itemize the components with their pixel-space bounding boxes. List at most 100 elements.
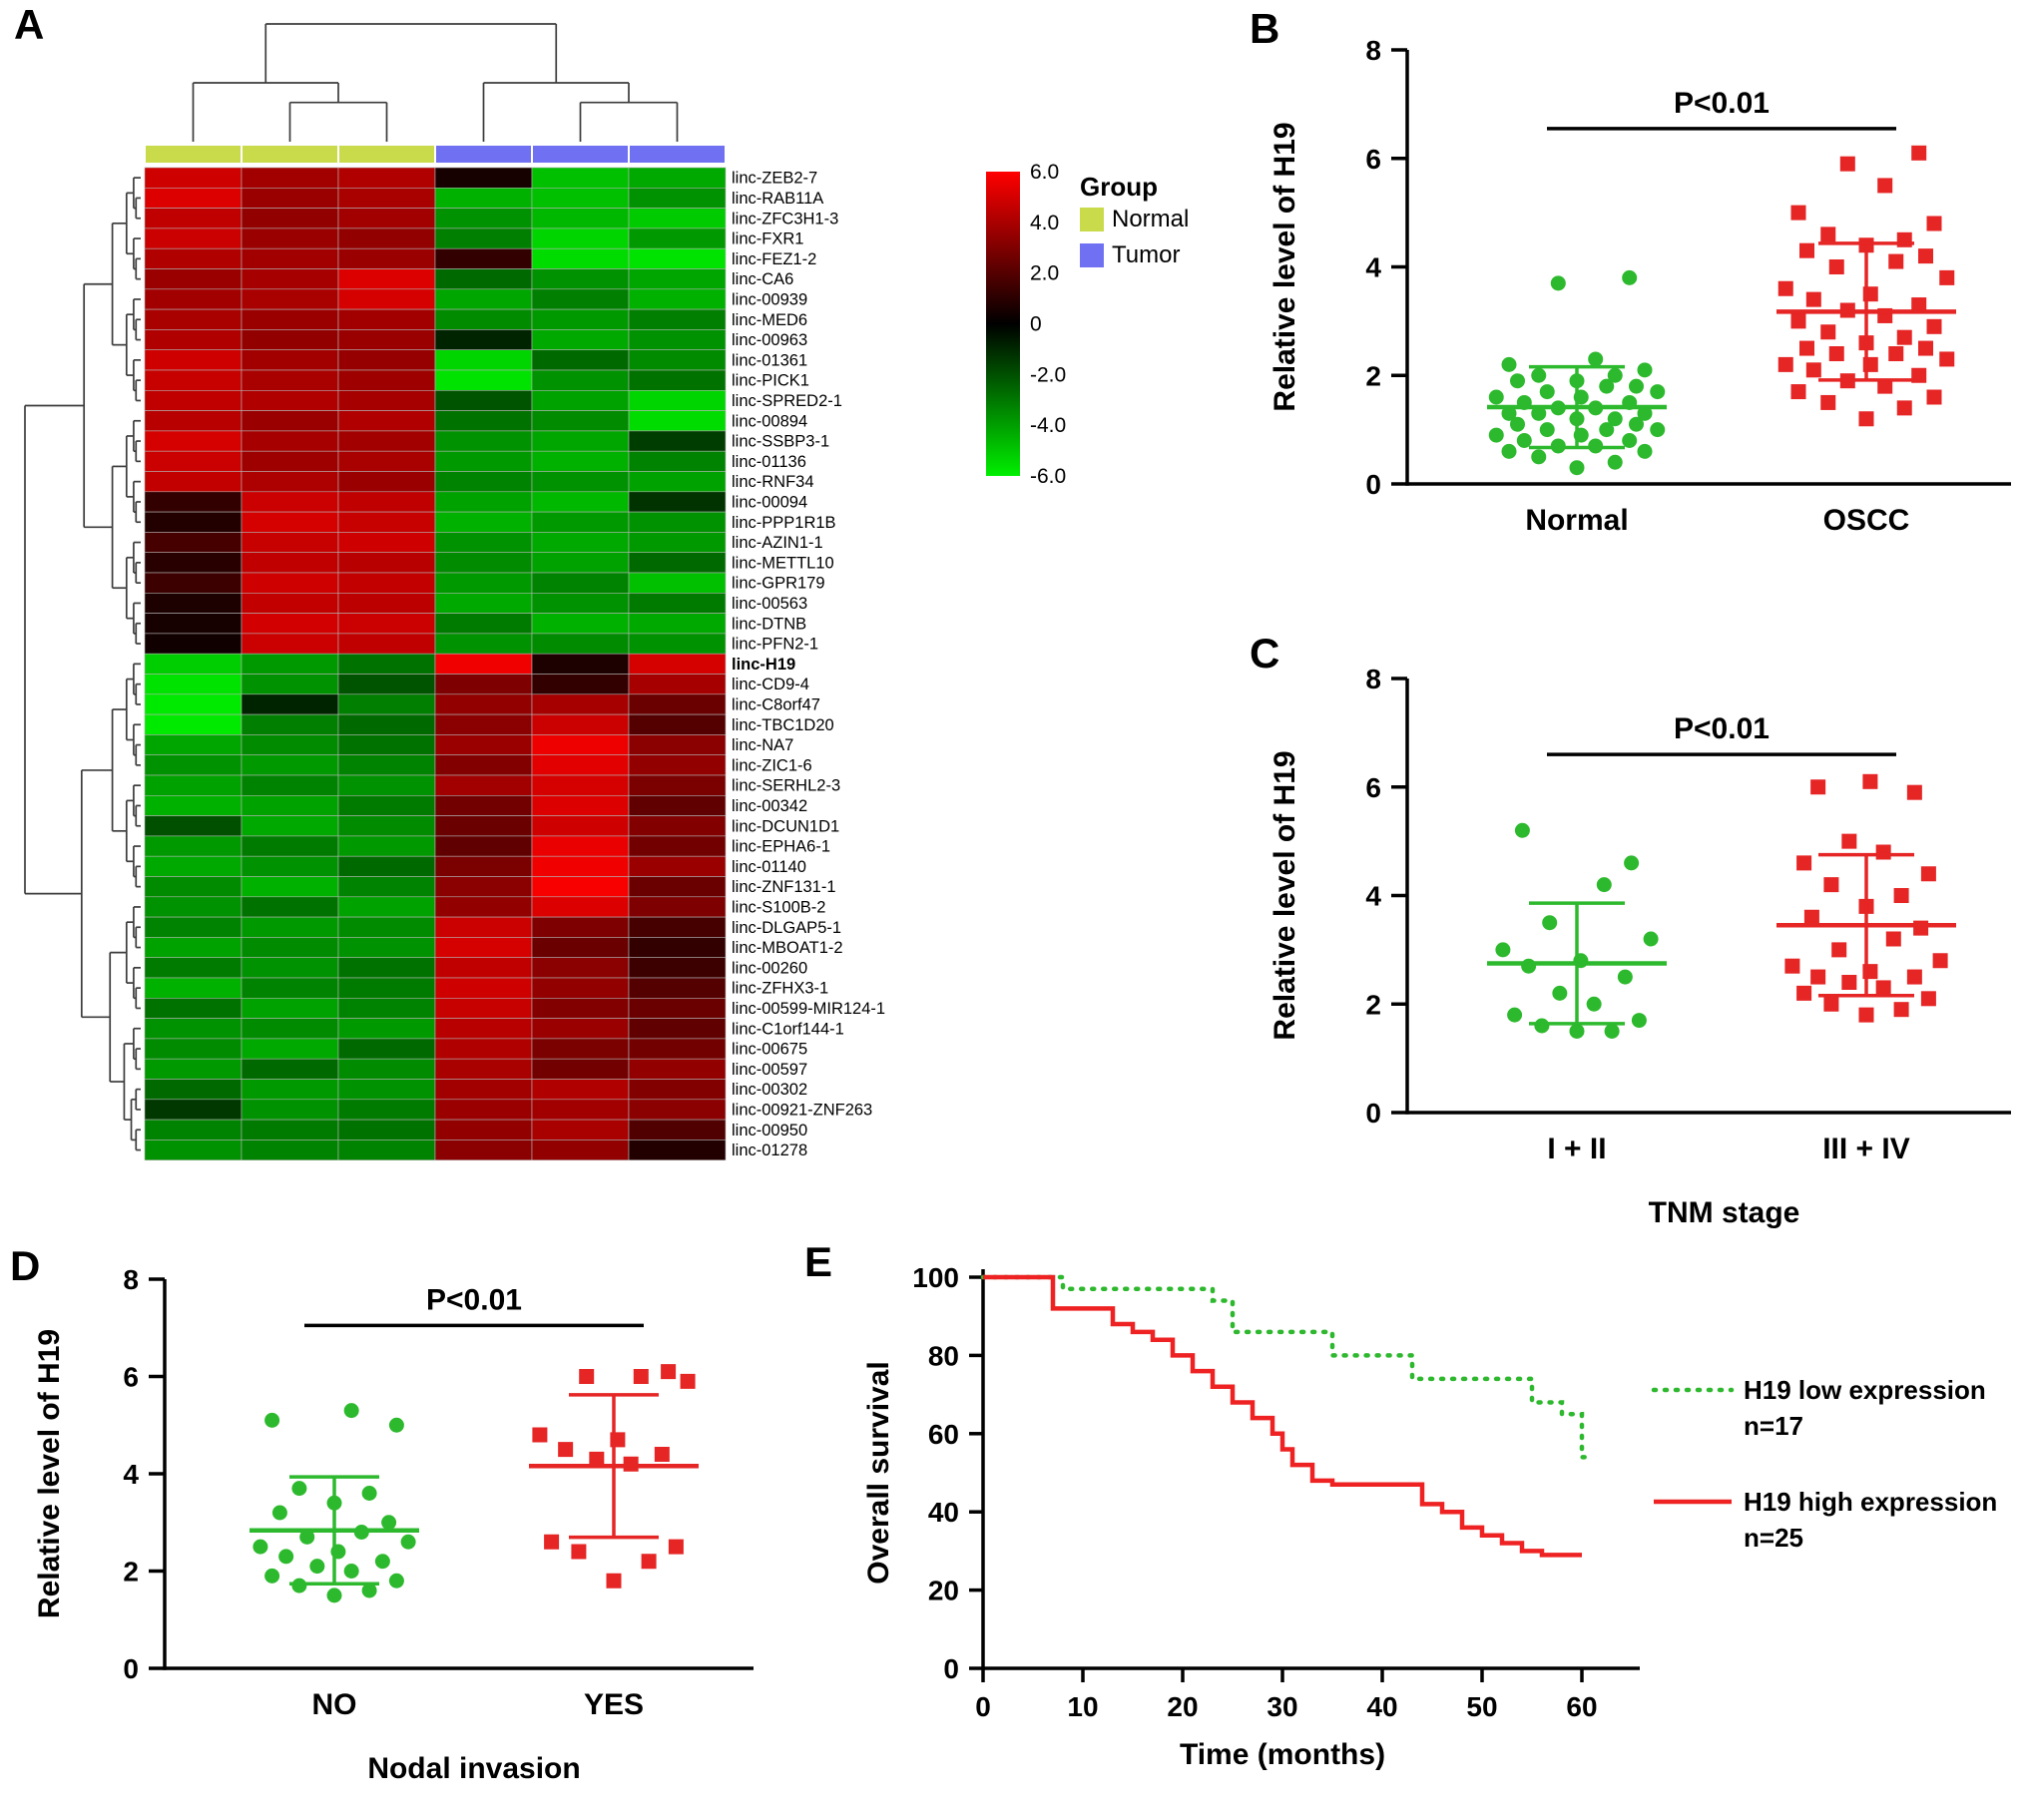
heatmap-cell: [434, 471, 533, 493]
heatmap-cell: [434, 794, 533, 816]
x-axis-title: Nodal invasion: [367, 1752, 580, 1785]
panel-a-label: A: [14, 1, 45, 48]
heatmap-cell: [241, 1139, 339, 1161]
heatmap-cell: [144, 491, 243, 513]
scatter-point: [1906, 784, 1922, 800]
scatter-point: [1531, 405, 1547, 421]
y-tick-label: 4: [1365, 252, 1381, 283]
scatter-point: [1790, 313, 1806, 329]
heatmap-cell: [434, 957, 533, 979]
y-tick-label: 6: [1365, 144, 1381, 175]
heatmap-cell: [531, 268, 630, 290]
scatter-point: [1828, 346, 1844, 361]
heatmap-cell: [531, 835, 630, 857]
scatter-point: [654, 1447, 670, 1462]
heatmap-cell: [337, 592, 436, 614]
heatmap-cell: [337, 1099, 436, 1121]
heatmap-cell: [337, 491, 436, 513]
heatmap-row-label: linc-CA6: [732, 270, 793, 288]
heatmap-row-label: linc-00260: [732, 959, 807, 977]
heatmap-cell: [628, 552, 727, 574]
heatmap-cell: [434, 734, 533, 756]
heatmap-cell: [337, 633, 436, 655]
heatmap-row-label: linc-00094: [732, 493, 807, 511]
scatter-point: [1539, 384, 1555, 400]
heatmap-cell: [144, 815, 243, 837]
heatmap-cell: [144, 1018, 243, 1040]
p-value-label: P<0.01: [1674, 87, 1770, 120]
heatmap-cell: [531, 167, 630, 189]
heatmap-cell: [531, 674, 630, 695]
heatmap-cell: [531, 1079, 630, 1101]
heatmap-cell: [337, 532, 436, 554]
heatmap-cell: [144, 592, 243, 614]
heatmap-cell: [434, 491, 533, 513]
heatmap-cell: [434, 754, 533, 776]
heatmap-cell: [144, 430, 243, 452]
panel-e-label: E: [804, 1238, 833, 1285]
heatmap-cell: [144, 471, 243, 493]
panel-c-label: C: [1250, 630, 1280, 677]
heatmap-row-label: linc-EPHA6-1: [732, 838, 830, 856]
heatmap-cell: [337, 794, 436, 816]
heatmap-cell: [531, 532, 630, 554]
scatter-point: [1926, 216, 1942, 231]
heatmap-row-label: linc-PPP1R1B: [732, 514, 836, 532]
heatmap-cell: [337, 1058, 436, 1080]
category-label: NO: [312, 1688, 357, 1721]
panel-b-label: B: [1250, 5, 1280, 52]
category-label: OSCC: [1823, 504, 1910, 537]
scatter-panel-d: 0 2 4 6 8 Relative level of H19 NO YES P<0.01 Nod…: [33, 1264, 754, 1785]
heatmap-cell: [628, 491, 727, 513]
heatmap-cell: [241, 228, 339, 249]
heatmap-cell: [144, 1139, 243, 1161]
heatmap-row-label: linc-GPR179: [732, 575, 825, 593]
heatmap-cell: [337, 1139, 436, 1161]
heatmap-cell: [628, 896, 727, 918]
heatmap-cell: [628, 247, 727, 269]
heatmap-row-label: linc-DCUN1D1: [732, 817, 839, 835]
scatter-point: [1552, 985, 1568, 1001]
scatter-point: [1920, 991, 1936, 1007]
heatmap-cell: [434, 572, 533, 594]
scatter-point: [1862, 773, 1878, 789]
colorbar-tick-label: -6.0: [1030, 465, 1066, 488]
scatter-point: [400, 1534, 416, 1550]
heatmap-cell: [434, 389, 533, 411]
heatmap-cell: [531, 288, 630, 310]
heatmap-row-label: linc-S100B-2: [732, 898, 825, 916]
heatmap-cell: [434, 430, 533, 452]
scatter-point: [579, 1369, 595, 1384]
heatmap-cell: [144, 188, 243, 209]
heatmap-cell: [241, 713, 339, 735]
heatmap-cell: [144, 937, 243, 959]
heatmap-cell: [241, 1038, 339, 1060]
column-group-strip: [146, 146, 725, 163]
heatmap-cell: [628, 188, 727, 209]
heatmap-row-label: linc-RNF34: [732, 473, 814, 491]
heatmap-cell: [337, 389, 436, 411]
scatter-point: [1790, 205, 1806, 221]
scatter-point: [1831, 942, 1847, 958]
colorbar-tick-label: -4.0: [1030, 414, 1066, 437]
heatmap-cell: [241, 876, 339, 898]
heatmap-cell: [434, 1058, 533, 1080]
column-group-swatch: [339, 146, 434, 163]
heatmap-cell: [434, 977, 533, 999]
scatter-point: [1637, 362, 1653, 378]
scatter-point: [1777, 280, 1793, 296]
scatter-point: [1888, 346, 1904, 361]
heatmap-cell: [628, 349, 727, 371]
heatmap-cell: [531, 613, 630, 635]
heatmap-row-label: linc-MBOAT1-2: [732, 939, 843, 957]
heatmap-row-label: linc-FXR1: [732, 230, 803, 248]
x-tick-label: 10: [1067, 1691, 1098, 1722]
heatmap-row-label: linc-00342: [732, 797, 807, 815]
heatmap-cell: [628, 268, 727, 290]
scatter-point: [1932, 953, 1948, 969]
y-tick-label: 2: [1365, 989, 1381, 1020]
scatter-point: [1810, 779, 1826, 795]
heatmap-panel: linc-ZEB2-7 linc-RAB11A linc-ZFC3H1-3 linc-…: [24, 23, 1189, 1161]
heatmap-cell: [434, 937, 533, 959]
